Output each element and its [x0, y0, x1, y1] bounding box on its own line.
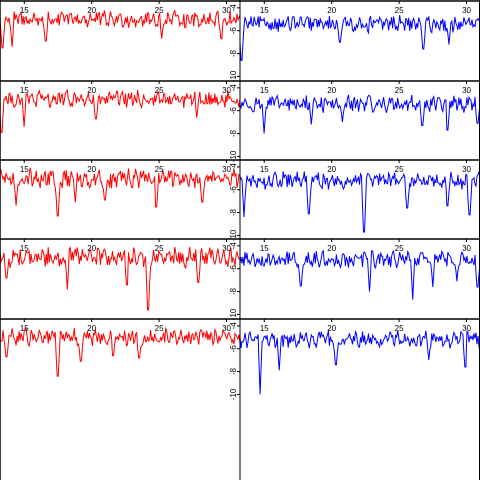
x-tick-label: 15 [260, 324, 269, 333]
y-tick-label: -4 [229, 84, 238, 92]
y-tick-label: -8 [229, 49, 238, 57]
series-line-r2-left [0, 9, 240, 49]
y-tick-label: -6 [229, 27, 238, 35]
y-tick-label: -10 [229, 70, 238, 82]
y-tick-label: -6 [229, 186, 238, 194]
series-line-r3-right [240, 94, 480, 134]
panel-r5-right: 15 20 25 30 -10 -8 -6 -4 [229, 239, 480, 320]
x-tick-label: 15 [260, 6, 269, 15]
x-tick-label: 25 [395, 6, 404, 15]
y-tick-label: -4 [229, 242, 238, 250]
x-tick-label: 25 [395, 86, 404, 95]
x-tick-label: 30 [462, 324, 471, 333]
y-tick-label: -10 [229, 388, 238, 400]
panel-r5-left: 15 20 25 30 [0, 239, 240, 311]
x-tick-label: 30 [222, 6, 231, 15]
panel-r4-left: 15 20 25 30 [0, 160, 240, 217]
x-tick-label: 15 [20, 244, 29, 253]
panel-r2-right: 15 20 25 30 -10 -8 -6 -4 [229, 1, 480, 82]
x-tick-label: 15 [20, 324, 29, 333]
x-tick-label: 20 [327, 165, 336, 174]
y-tick-label: -4 [229, 4, 238, 12]
y-tick-label: -8 [229, 129, 238, 137]
x-tick-label: 20 [87, 324, 96, 333]
x-tick-label: 20 [327, 86, 336, 95]
x-tick-label: 25 [155, 165, 164, 174]
x-tick-label: 20 [87, 6, 96, 15]
series-line-r4-right [240, 171, 480, 233]
x-tick-label: 30 [462, 165, 471, 174]
series-line-r3-left [0, 88, 240, 133]
x-tick-label: 15 [20, 86, 29, 95]
panel-r4-right: 15 20 25 30 -10 -8 -6 -4 [229, 160, 480, 241]
x-tick-label: 20 [87, 165, 96, 174]
panel-r6-left: 15 20 25 30 [0, 319, 240, 377]
panel-r3-right: 15 20 25 30 -10 -8 -6 -4 [229, 81, 480, 162]
series-line-r6-right [240, 329, 480, 395]
x-tick-label: 30 [222, 324, 231, 333]
x-tick-label: 25 [395, 324, 404, 333]
x-tick-label: 25 [155, 244, 164, 253]
x-tick-label: 25 [395, 165, 404, 174]
y-tick-label: -6 [229, 107, 238, 115]
x-tick-label: 20 [327, 6, 336, 15]
x-tick-label: 25 [395, 244, 404, 253]
x-tick-label: 30 [222, 86, 231, 95]
x-tick-label: 25 [155, 324, 164, 333]
y-tick-label: -4 [229, 163, 238, 171]
y-tick-label: -10 [229, 150, 238, 162]
y-tick-label: -10 [229, 229, 238, 241]
panel-r3-left: 15 20 25 30 [0, 81, 240, 133]
x-tick-label: 30 [222, 244, 231, 253]
x-tick-label: 15 [20, 6, 29, 15]
series-line-r4-left [0, 167, 240, 217]
y-tick-label: -8 [229, 208, 238, 216]
series-line-r5-left [0, 246, 240, 311]
x-tick-label: 25 [155, 6, 164, 15]
x-tick-label: 30 [222, 165, 231, 174]
x-tick-label: 25 [155, 86, 164, 95]
x-tick-label: 20 [87, 244, 96, 253]
x-tick-label: 20 [327, 324, 336, 333]
y-tick-label: -10 [229, 308, 238, 320]
x-tick-label: 15 [260, 86, 269, 95]
x-tick-label: 15 [20, 165, 29, 174]
panel-r2-left: 15 20 25 30 [0, 1, 240, 49]
x-tick-label: 15 [260, 244, 269, 253]
y-tick-label: -8 [229, 367, 238, 375]
y-tick-label: -4 [229, 322, 238, 330]
series-line-r5-right [240, 249, 480, 300]
x-tick-label: 30 [462, 6, 471, 15]
y-tick-label: -8 [229, 287, 238, 295]
panel-r6-right: 15 20 25 30 -10 -8 -6 -4 [229, 319, 480, 400]
y-tick-label: -6 [229, 345, 238, 353]
series-line-r6-left [0, 326, 240, 377]
x-tick-label: 30 [462, 86, 471, 95]
x-tick-label: 20 [327, 244, 336, 253]
x-tick-label: 15 [260, 165, 269, 174]
x-tick-label: 20 [87, 86, 96, 95]
x-tick-label: 30 [462, 244, 471, 253]
series-line-r2-right [240, 15, 480, 61]
y-tick-label: -6 [229, 265, 238, 273]
